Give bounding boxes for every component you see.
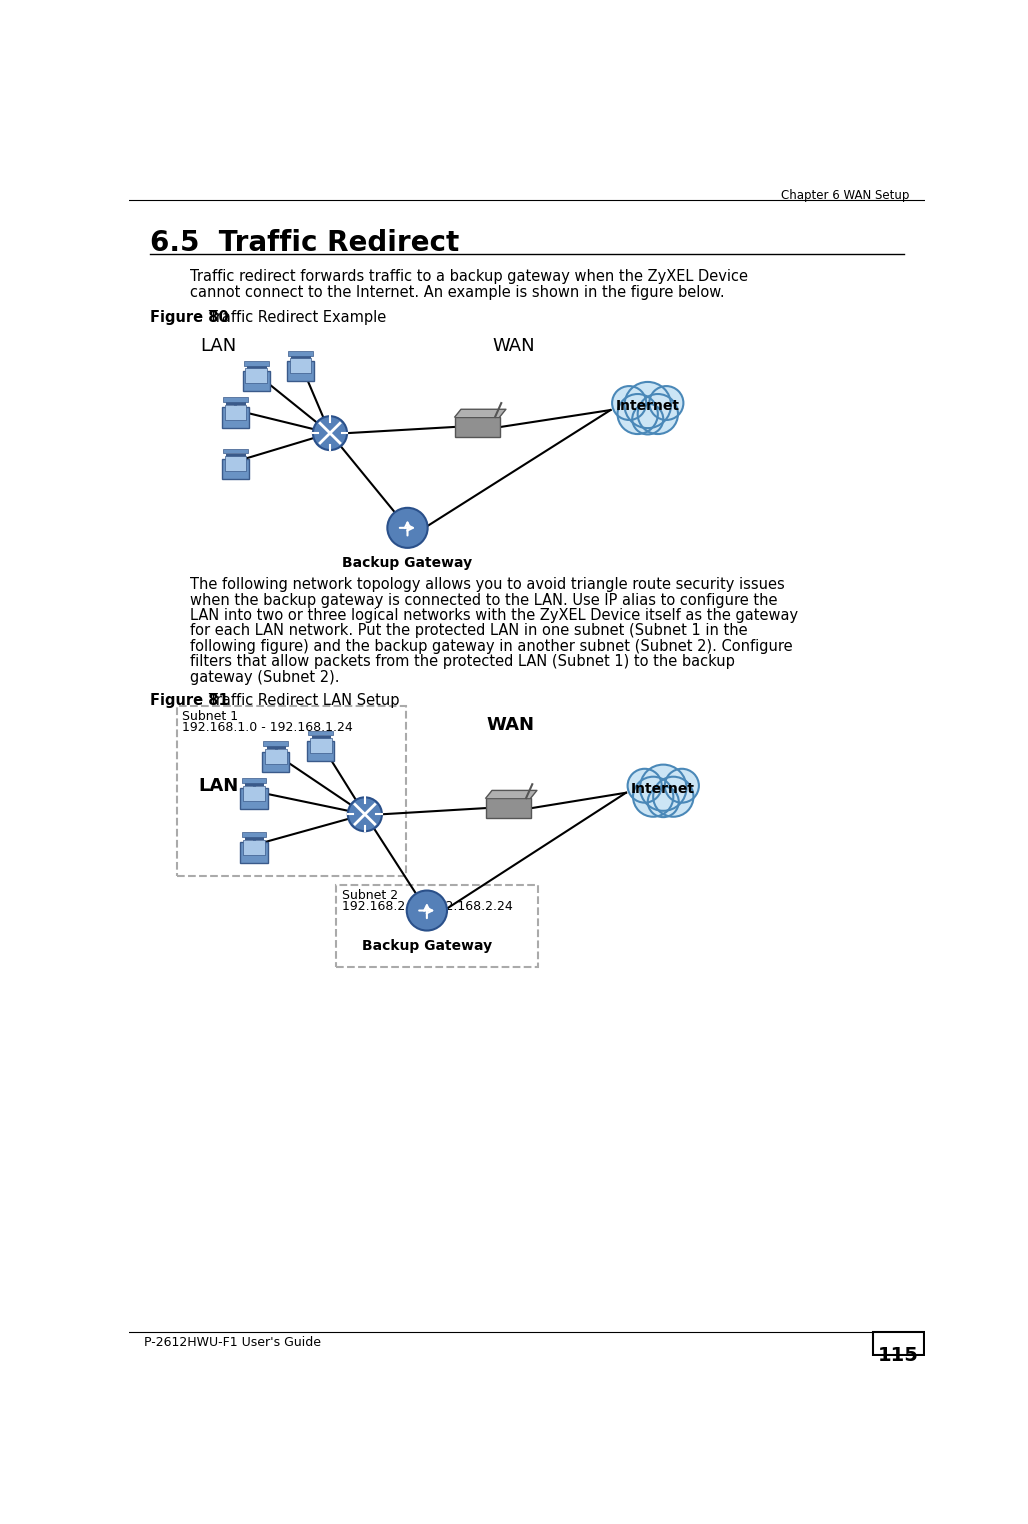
Text: Internet: Internet xyxy=(616,399,680,413)
Circle shape xyxy=(618,395,658,434)
FancyBboxPatch shape xyxy=(634,782,693,796)
Text: Subnet 2: Subnet 2 xyxy=(341,888,398,902)
Circle shape xyxy=(628,768,662,803)
Text: filters that allow packets from the protected LAN (Subnet 1) to the backup: filters that allow packets from the prot… xyxy=(190,654,735,669)
FancyBboxPatch shape xyxy=(309,738,332,753)
Text: when the backup gateway is connected to the LAN. Use IP alias to configure the: when the backup gateway is connected to … xyxy=(190,593,778,608)
FancyBboxPatch shape xyxy=(618,398,677,413)
FancyBboxPatch shape xyxy=(454,418,500,437)
FancyBboxPatch shape xyxy=(486,799,530,818)
FancyBboxPatch shape xyxy=(222,407,249,428)
Circle shape xyxy=(637,395,678,434)
FancyBboxPatch shape xyxy=(262,751,290,771)
Circle shape xyxy=(650,386,684,421)
FancyBboxPatch shape xyxy=(873,1332,923,1355)
FancyBboxPatch shape xyxy=(287,361,315,381)
Text: WAN: WAN xyxy=(486,716,535,733)
Text: Traffic redirect forwards traffic to a backup gateway when the ZyXEL Device: Traffic redirect forwards traffic to a b… xyxy=(190,270,748,283)
Circle shape xyxy=(640,765,687,811)
Text: LAN: LAN xyxy=(199,337,236,355)
Circle shape xyxy=(407,890,447,931)
Circle shape xyxy=(648,786,678,817)
FancyBboxPatch shape xyxy=(246,369,267,384)
Text: Traffic Redirect LAN Setup: Traffic Redirect LAN Setup xyxy=(195,692,400,707)
FancyBboxPatch shape xyxy=(290,358,311,373)
Text: The following network topology allows you to avoid triangle route security issue: The following network topology allows yo… xyxy=(190,578,785,593)
Circle shape xyxy=(633,777,673,817)
FancyBboxPatch shape xyxy=(288,351,313,355)
Text: 115: 115 xyxy=(878,1346,918,1364)
Polygon shape xyxy=(486,791,537,799)
FancyBboxPatch shape xyxy=(242,779,266,783)
FancyBboxPatch shape xyxy=(223,398,248,402)
FancyBboxPatch shape xyxy=(224,456,247,471)
Text: Figure 80: Figure 80 xyxy=(150,309,229,325)
Circle shape xyxy=(632,404,663,434)
FancyBboxPatch shape xyxy=(222,459,249,479)
Text: P-2612HWU-F1 User's Guide: P-2612HWU-F1 User's Guide xyxy=(144,1337,321,1349)
Text: LAN: LAN xyxy=(198,777,238,796)
Text: 6.5  Traffic Redirect: 6.5 Traffic Redirect xyxy=(150,229,460,258)
Circle shape xyxy=(612,386,647,421)
Circle shape xyxy=(624,383,671,428)
Circle shape xyxy=(313,416,347,450)
Text: Traffic Redirect Example: Traffic Redirect Example xyxy=(195,309,387,325)
Text: 192.168.2.0 - 192.168.2.24: 192.168.2.0 - 192.168.2.24 xyxy=(341,899,512,913)
FancyBboxPatch shape xyxy=(308,730,333,735)
FancyBboxPatch shape xyxy=(265,748,287,764)
Text: Backup Gateway: Backup Gateway xyxy=(362,939,492,952)
FancyBboxPatch shape xyxy=(307,741,334,760)
FancyBboxPatch shape xyxy=(242,832,266,837)
Text: Chapter 6 WAN Setup: Chapter 6 WAN Setup xyxy=(781,189,910,203)
FancyBboxPatch shape xyxy=(241,843,267,863)
FancyBboxPatch shape xyxy=(243,372,270,392)
Text: Figure 81: Figure 81 xyxy=(150,692,229,707)
FancyBboxPatch shape xyxy=(244,840,265,855)
FancyBboxPatch shape xyxy=(241,788,267,809)
Text: Backup Gateway: Backup Gateway xyxy=(342,556,473,570)
Text: Subnet 1: Subnet 1 xyxy=(182,710,238,724)
Polygon shape xyxy=(454,410,506,418)
FancyBboxPatch shape xyxy=(244,361,268,366)
Text: gateway (Subnet 2).: gateway (Subnet 2). xyxy=(190,669,340,684)
Text: following figure) and the backup gateway in another subnet (Subnet 2). Configure: following figure) and the backup gateway… xyxy=(190,639,794,654)
Circle shape xyxy=(347,797,382,831)
Text: for each LAN network. Put the protected LAN in one subnet (Subnet 1 in the: for each LAN network. Put the protected … xyxy=(190,623,748,639)
FancyBboxPatch shape xyxy=(223,448,248,454)
Text: LAN into two or three logical networks with the ZyXEL Device itself as the gatew: LAN into two or three logical networks w… xyxy=(190,608,799,623)
Text: cannot connect to the Internet. An example is shown in the figure below.: cannot connect to the Internet. An examp… xyxy=(190,285,725,300)
Circle shape xyxy=(388,507,428,547)
FancyBboxPatch shape xyxy=(263,741,288,747)
Text: 192.168.1.0 - 192.168.1.24: 192.168.1.0 - 192.168.1.24 xyxy=(182,721,353,735)
FancyBboxPatch shape xyxy=(224,404,247,419)
FancyBboxPatch shape xyxy=(244,786,265,800)
Circle shape xyxy=(665,768,699,803)
Text: WAN: WAN xyxy=(492,337,536,355)
Circle shape xyxy=(653,777,694,817)
Text: Internet: Internet xyxy=(631,782,695,796)
